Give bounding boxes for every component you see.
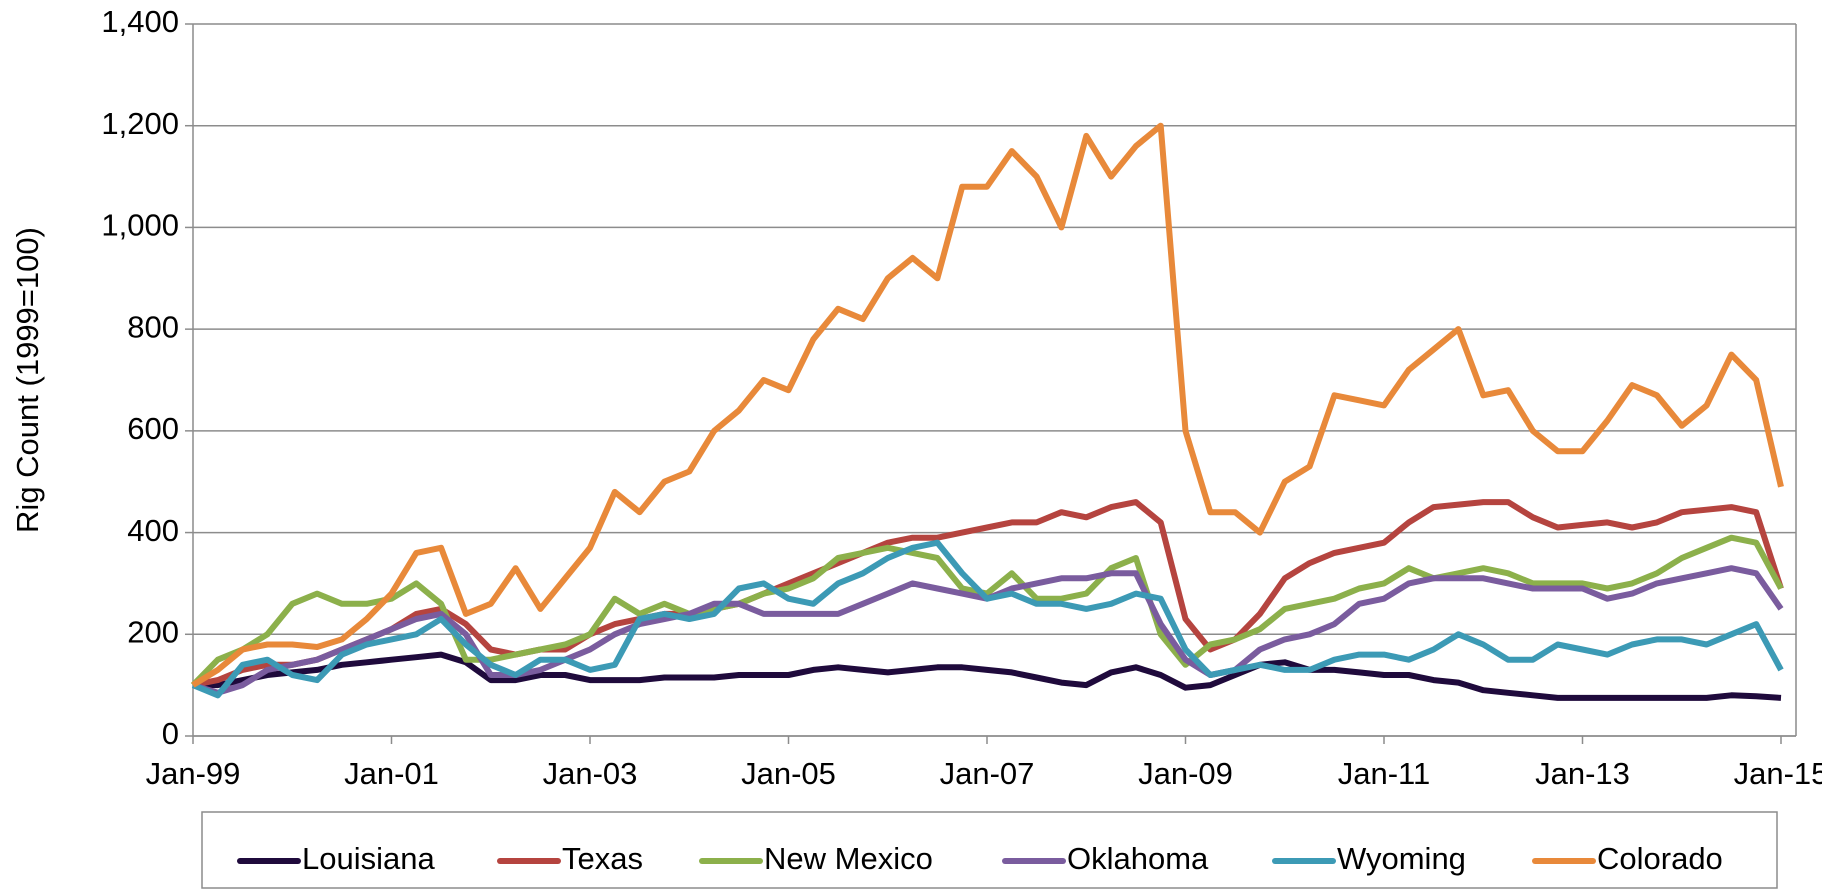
y-tick-label: 0 xyxy=(162,716,179,751)
x-tick-label: Jan-15 xyxy=(1734,756,1822,791)
y-tick-label: 1,000 xyxy=(101,208,179,243)
y-tick-label: 800 xyxy=(127,309,179,344)
x-tick-label: Jan-13 xyxy=(1535,756,1630,791)
legend-label: Wyoming xyxy=(1337,841,1466,876)
legend-label: Texas xyxy=(562,841,643,876)
x-tick-label: Jan-05 xyxy=(741,756,836,791)
series-line xyxy=(191,122,1784,688)
y-tick-label: 600 xyxy=(127,411,179,446)
x-tick-label: Jan-11 xyxy=(1338,756,1431,791)
y-tick-label: 1,200 xyxy=(101,106,179,141)
legend-label: Colorado xyxy=(1597,841,1723,876)
y-axis-label: Rig Count (1999=100) xyxy=(10,227,45,533)
series-line xyxy=(191,539,1784,699)
legend-label: Louisiana xyxy=(302,841,435,876)
x-tick-label: Jan-01 xyxy=(344,756,439,791)
legend-label: New Mexico xyxy=(764,841,933,876)
y-tick-label: 400 xyxy=(127,513,179,548)
y-tick-label: 200 xyxy=(127,614,179,649)
x-tick-label: Jan-09 xyxy=(1138,756,1233,791)
series-line xyxy=(193,651,1782,701)
series-line xyxy=(190,534,1784,688)
x-tick-label: Jan-99 xyxy=(146,756,241,791)
legend-label: Oklahoma xyxy=(1067,841,1209,876)
x-tick-label: Jan-07 xyxy=(940,756,1035,791)
y-tick-label: 1,400 xyxy=(101,4,179,39)
x-tick-label: Jan-03 xyxy=(543,756,638,791)
series-line xyxy=(192,499,1784,689)
legend-box xyxy=(201,811,1778,889)
series-line xyxy=(192,565,1784,696)
